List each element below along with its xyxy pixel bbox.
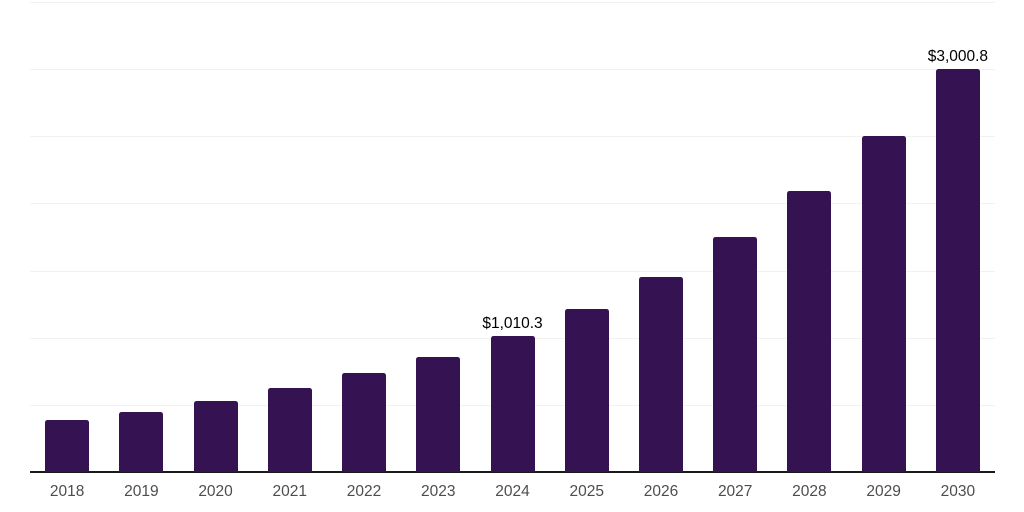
x-tick-label-2023: 2023: [421, 483, 456, 500]
bar-2024[interactable]: [490, 336, 535, 472]
bar-2028[interactable]: [787, 191, 832, 472]
x-tick-label-2018: 2018: [49, 483, 85, 500]
gridline: [30, 2, 995, 3]
bar-2026[interactable]: [638, 276, 683, 472]
gridline: [30, 270, 995, 272]
bar-2027[interactable]: [713, 237, 758, 472]
x-tick-label-2025: 2025: [569, 483, 604, 500]
bar-2023[interactable]: [416, 357, 461, 472]
bar-2030[interactable]: [935, 69, 980, 472]
bar-value-label-2024: $1,010.3: [482, 315, 543, 333]
bar-2018[interactable]: [45, 420, 90, 472]
x-tick-label-2026: 2026: [643, 483, 679, 500]
gridline: [30, 69, 995, 71]
gridline: [30, 203, 995, 205]
bar-2029[interactable]: [861, 135, 906, 472]
x-tick-label-2029: 2029: [866, 483, 901, 500]
bar-2021[interactable]: [267, 388, 312, 472]
x-tick-label-2024: 2024: [495, 483, 530, 500]
x-tick-label-2021: 2021: [272, 483, 308, 500]
x-tick-label-2019: 2019: [124, 483, 159, 500]
x-tick-label-2030: 2030: [940, 483, 976, 500]
x-tick-label-2028: 2028: [792, 483, 827, 500]
gridline: [30, 136, 995, 138]
x-axis-line: [30, 471, 995, 473]
bar-2022[interactable]: [342, 372, 387, 472]
bar-2020[interactable]: [193, 400, 238, 472]
x-tick-label-2022: 2022: [346, 483, 382, 500]
bar-2025[interactable]: [564, 309, 609, 472]
bar-value-label-2030: $3,000.8: [927, 48, 989, 66]
bar-2019[interactable]: [119, 411, 164, 472]
x-tick-label-2020: 2020: [198, 483, 233, 500]
x-tick-label-2027: 2027: [717, 483, 753, 500]
